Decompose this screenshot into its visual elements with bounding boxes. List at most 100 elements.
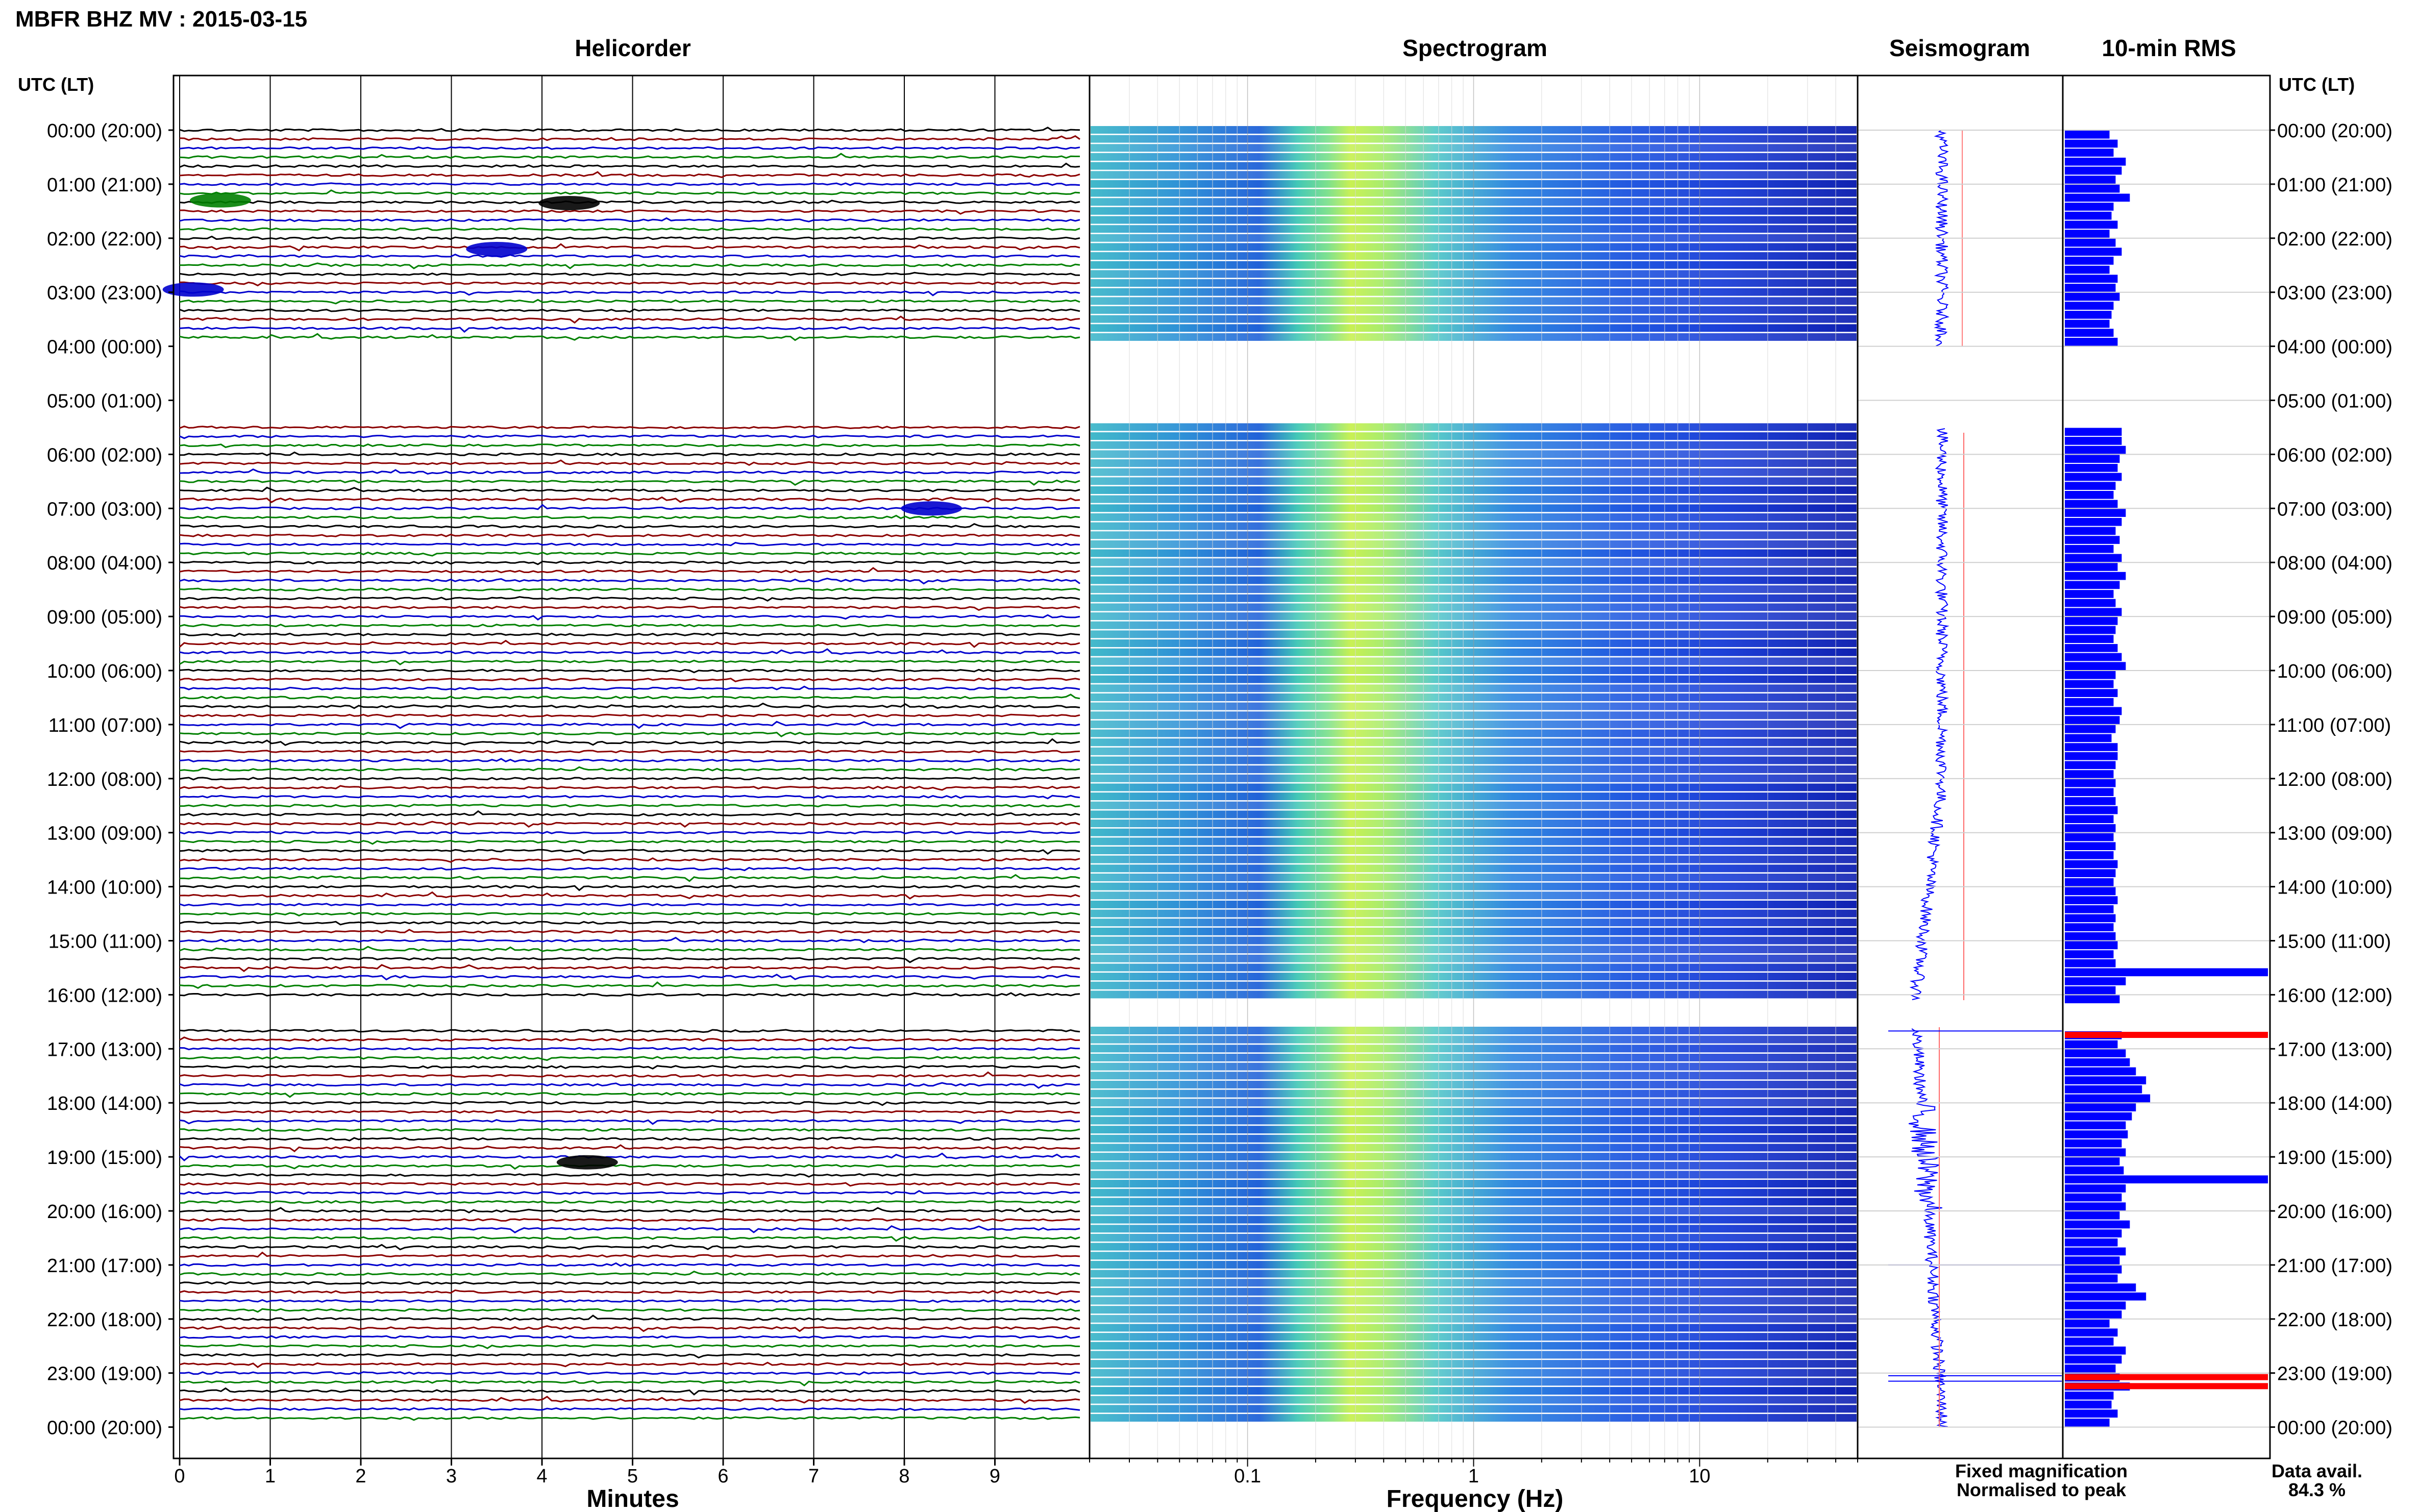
rms-bar xyxy=(2065,572,2126,580)
rms-bar xyxy=(2065,166,2122,175)
rms-bar xyxy=(2065,275,2118,283)
helicorder-trace xyxy=(179,785,1080,791)
helicorder-trace xyxy=(179,308,1080,313)
utc-lt-left-header: UTC (LT) xyxy=(18,74,94,95)
helicorder-event xyxy=(466,241,528,256)
rms-bar xyxy=(2065,626,2116,634)
helicorder-trace xyxy=(179,514,1080,519)
helicorder-trace xyxy=(179,146,1080,150)
minute-tick-label: 8 xyxy=(899,1466,909,1487)
helicorder-trace xyxy=(179,750,1080,754)
helicorder-trace xyxy=(179,1379,1080,1386)
helicorder-trace xyxy=(179,830,1080,835)
helicorder-trace xyxy=(179,567,1080,574)
rms-bar xyxy=(2065,707,2122,715)
helicorder-trace xyxy=(179,1315,1080,1321)
time-tick-right: 20:00 (16:00) xyxy=(2277,1201,2392,1223)
rms-bar xyxy=(2065,184,2120,193)
helicorder-trace xyxy=(179,443,1080,449)
helicorder-trace xyxy=(179,1396,1080,1404)
helicorder-trace xyxy=(179,541,1080,547)
helicorder-trace xyxy=(179,1046,1080,1051)
helicorder-trace xyxy=(179,1225,1080,1233)
rms-bar xyxy=(2065,887,2116,896)
helicorder-trace xyxy=(179,560,1080,565)
helicorder-trace xyxy=(179,1335,1080,1339)
helicorder-trace xyxy=(179,1173,1080,1178)
rms-bar xyxy=(2065,1130,2128,1138)
time-tick-left: 16:00 (12:00) xyxy=(47,985,162,1006)
time-tick-left: 07:00 (03:00) xyxy=(47,499,162,520)
rms-bar xyxy=(2065,1229,2122,1237)
rms-bar xyxy=(2065,581,2120,589)
time-tick-left: 17:00 (13:00) xyxy=(47,1039,162,1060)
rms-bar xyxy=(2065,833,2114,841)
helicorder-trace xyxy=(179,1361,1080,1368)
helicorder-trace xyxy=(179,162,1080,168)
rms-bar xyxy=(2065,1121,2126,1130)
rms-bar xyxy=(2065,743,2118,751)
rms-bar xyxy=(2065,644,2118,652)
rms-peak-marker xyxy=(2065,1374,2268,1380)
rms-bar xyxy=(2065,1220,2130,1229)
data-avail-value: 84.3 % xyxy=(2288,1479,2346,1500)
rms-bar xyxy=(2065,770,2114,778)
rms-bar xyxy=(2065,1274,2118,1283)
rms-bar xyxy=(2065,914,2116,923)
helicorder-trace xyxy=(179,685,1080,690)
rms-bar xyxy=(2065,131,2110,139)
rms-bar xyxy=(2065,1166,2124,1175)
rms-bar xyxy=(2065,815,2114,824)
rms-bar xyxy=(2065,689,2118,697)
rms-bar xyxy=(2065,608,2122,616)
helicorder-trace xyxy=(179,1136,1080,1142)
time-tick-right: 14:00 (10:00) xyxy=(2277,877,2392,899)
helicorder-trace xyxy=(179,1200,1080,1204)
rms-bar xyxy=(2065,473,2122,481)
rms-bar xyxy=(2065,302,2114,310)
rms-bar xyxy=(2065,1103,2136,1111)
helicorder-trace xyxy=(179,1236,1080,1242)
time-tick-right: 12:00 (08:00) xyxy=(2277,769,2392,790)
rms-bar xyxy=(2065,824,2116,832)
time-tick-right: 15:00 (11:00) xyxy=(2277,931,2391,953)
helicorder-trace xyxy=(179,903,1080,907)
rms-bar xyxy=(2065,734,2112,742)
frequency-tick-label: 0.1 xyxy=(1234,1466,1261,1487)
rms-bar xyxy=(2065,842,2116,850)
time-tick-right: 17:00 (13:00) xyxy=(2277,1039,2392,1060)
rms-bar xyxy=(2065,590,2114,598)
rms-bar xyxy=(2065,491,2114,499)
helicorder-trace xyxy=(179,1299,1080,1303)
helicorder-trace xyxy=(179,468,1080,475)
rms-bar xyxy=(2065,284,2116,292)
rms-bar xyxy=(2065,1346,2126,1355)
time-tick-right: 10:00 (06:00) xyxy=(2277,661,2392,682)
rms-title: 10-min RMS xyxy=(2102,35,2236,61)
rms-bar xyxy=(2065,779,2116,787)
rms-bar xyxy=(2065,977,2126,985)
helicorder-trace xyxy=(179,235,1080,241)
rms-bar xyxy=(2065,1076,2146,1084)
time-tick-left: 09:00 (05:00) xyxy=(47,607,162,628)
rms-panel xyxy=(2065,131,2268,1427)
rms-bar xyxy=(2065,1085,2142,1094)
time-tick-right: 16:00 (12:00) xyxy=(2277,985,2392,1006)
helicorder-trace xyxy=(179,758,1080,763)
helicorder-trace xyxy=(179,171,1080,178)
helicorder-trace xyxy=(179,459,1080,466)
helicorder-trace xyxy=(179,523,1080,529)
time-tick-right: 00:00 (20:00) xyxy=(2277,120,2392,142)
helicorder-event xyxy=(189,193,251,208)
helicorder-trace xyxy=(179,1036,1080,1042)
time-tick-left: 15:00 (11:00) xyxy=(48,931,162,953)
helicorder-trace xyxy=(179,659,1080,665)
time-tick-left: 02:00 (22:00) xyxy=(47,229,162,250)
helicorder-trace xyxy=(179,1371,1080,1376)
minute-tick-label: 5 xyxy=(627,1466,638,1487)
helicorder-trace xyxy=(179,693,1080,700)
rms-bar xyxy=(2065,1049,2126,1057)
figure-title: MBFR BHZ MV : 2015-03-15 xyxy=(15,7,307,32)
helicorder-trace xyxy=(179,857,1080,863)
helicorder-event xyxy=(556,1155,618,1170)
